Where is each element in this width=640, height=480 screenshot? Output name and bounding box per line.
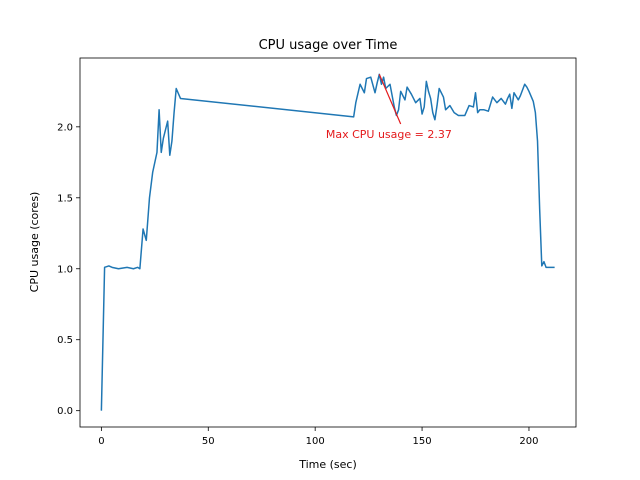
x-tick-label: 0 [98,436,104,447]
y-tick-label: 0.0 [57,406,73,417]
x-tick-label: 50 [202,436,215,447]
max-cpu-annotation-label: Max CPU usage = 2.37 [326,128,452,141]
x-tick-label: 100 [306,436,325,447]
y-axis-ticks: 0.0 0.5 1.0 1.5 2.0 [57,122,80,417]
y-axis-title: CPU usage (cores) [28,192,41,293]
x-tick-label: 150 [413,436,432,447]
y-tick-label: 0.5 [57,335,73,346]
x-tick-label: 200 [519,436,538,447]
chart-title: CPU usage over Time [259,38,398,53]
plot-area-frame [79,57,577,428]
max-cpu-annotation-arrow [378,74,402,125]
y-tick-label: 1.0 [57,264,73,275]
x-axis-ticks: 0 50 100 150 200 [98,427,539,447]
x-axis-title: Time (sec) [298,458,357,471]
y-tick-label: 2.0 [57,122,73,133]
y-tick-label: 1.5 [57,193,73,204]
cpu-usage-series-line [100,73,555,411]
